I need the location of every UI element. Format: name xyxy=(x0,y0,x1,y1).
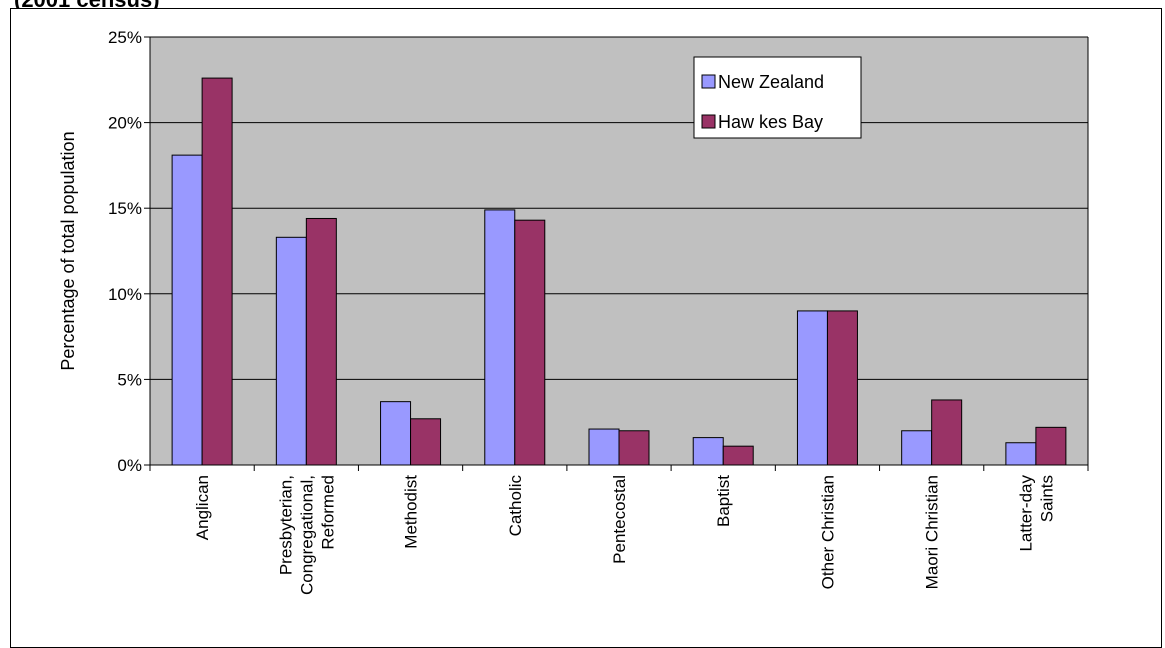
legend-swatch xyxy=(701,114,716,129)
bar-hawkes-bay xyxy=(618,430,650,466)
bar-new-zealand xyxy=(275,236,307,466)
x-tick-label-line: Reformed xyxy=(318,475,337,550)
bar-new-zealand xyxy=(901,430,933,466)
bar-new-zealand xyxy=(796,310,828,466)
x-tick-label-line: Baptist xyxy=(714,475,733,527)
bar-hawkes-bay xyxy=(514,219,546,466)
bar-hawkes-bay xyxy=(826,310,858,466)
y-tick-labels: 0% 5% 10% 15% 20% 25% xyxy=(108,28,142,475)
y-tick-label: 10% xyxy=(108,285,142,304)
bar-hawkes-bay xyxy=(305,217,337,466)
y-tick-label: 25% xyxy=(108,28,142,47)
x-tick-label: Methodist xyxy=(402,475,421,549)
x-tick-label: Pentecostal xyxy=(610,475,629,564)
x-tick-label-line: Presbyterian, xyxy=(276,475,295,575)
y-tick-label: 20% xyxy=(108,114,142,133)
legend: New Zealand Haw kes Bay xyxy=(693,56,862,139)
x-tick-label: Presbyterian, Congregational, Reformed xyxy=(276,475,337,595)
legend-label: New Zealand xyxy=(718,72,824,92)
x-tick-label-line: Catholic xyxy=(506,475,525,537)
bar-new-zealand xyxy=(588,428,620,466)
bar-new-zealand xyxy=(171,154,203,466)
bar-hawkes-bay xyxy=(1035,426,1067,466)
x-tick-label-line: Methodist xyxy=(402,475,421,549)
bar-hawkes-bay xyxy=(722,445,754,466)
bar-new-zealand xyxy=(1005,442,1037,466)
x-tick-label: Other Christian xyxy=(818,475,837,589)
y-tick-label: 0% xyxy=(117,456,142,475)
x-tick-label-line: Latter-day xyxy=(1016,475,1035,552)
legend-label: Haw kes Bay xyxy=(718,112,823,132)
bar-hawkes-bay xyxy=(931,399,963,466)
x-tick-label-line: Other Christian xyxy=(818,475,837,589)
x-tick-label-line: Congregational, xyxy=(297,475,316,595)
y-tick-label: 5% xyxy=(117,370,142,389)
bars xyxy=(171,77,1067,466)
x-tick-label: Latter-day Saints xyxy=(1016,475,1056,552)
axes xyxy=(144,36,1089,471)
y-axis-label: Percentage of total population xyxy=(58,131,78,370)
x-tick-label: Anglican xyxy=(193,475,212,540)
y-tick-label: 15% xyxy=(108,199,142,218)
bar-new-zealand xyxy=(692,437,724,466)
x-tick-label-line: Pentecostal xyxy=(610,475,629,564)
bar-hawkes-bay xyxy=(410,418,442,466)
x-tick-label-line: Maori Christian xyxy=(923,475,942,589)
x-tick-label-line: Saints xyxy=(1037,475,1056,522)
x-tick-label: Baptist xyxy=(714,475,733,527)
x-tick-labels: Anglican Presbyterian, Congregational, Refo… xyxy=(193,475,1056,596)
bar-new-zealand xyxy=(484,209,516,466)
bar-hawkes-bay xyxy=(201,77,233,466)
legend-box xyxy=(693,56,862,139)
x-tick-label-line: Anglican xyxy=(193,475,212,540)
x-tick-label: Catholic xyxy=(506,475,525,537)
bar-new-zealand xyxy=(380,401,412,466)
legend-swatch xyxy=(701,74,716,89)
x-tick-label: Maori Christian xyxy=(923,475,942,589)
